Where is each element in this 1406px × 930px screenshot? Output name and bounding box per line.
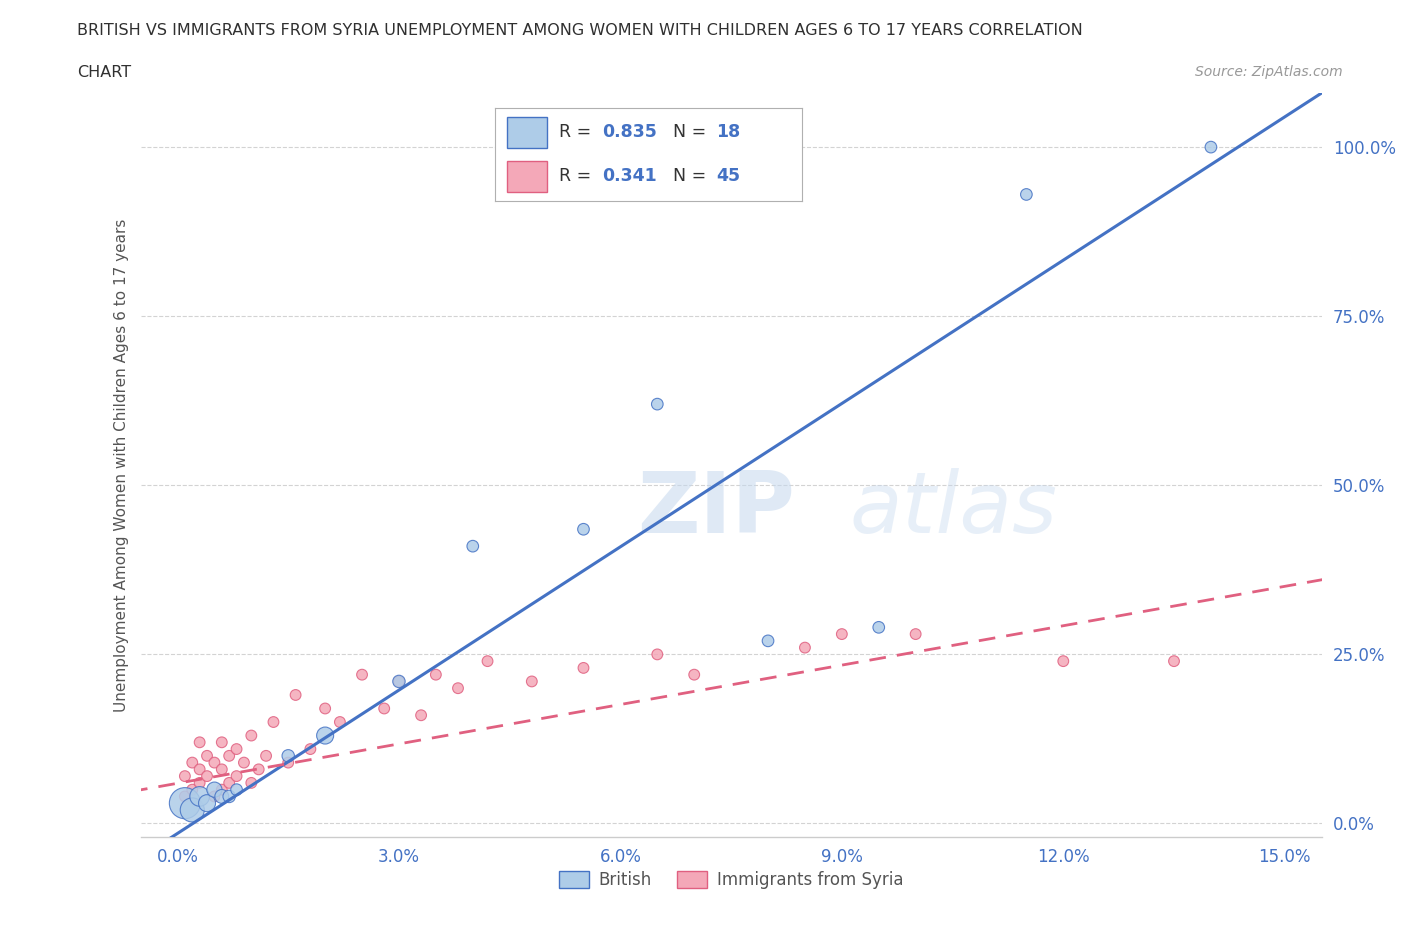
Point [572,522,595,537]
Point [211,782,233,797]
Point [373,701,395,716]
Point [1052,654,1074,669]
Point [174,789,197,804]
Text: atlas: atlas [849,468,1057,551]
Point [188,789,211,804]
Point [411,708,433,723]
Point [329,714,352,729]
Point [211,762,233,777]
Y-axis label: Unemployment Among Women with Children Ages 6 to 17 years: Unemployment Among Women with Children A… [114,219,129,711]
Text: Source: ZipAtlas.com: Source: ZipAtlas.com [1195,65,1343,79]
Point [225,769,247,784]
Point [254,749,277,764]
Point [211,789,233,804]
Point [218,749,240,764]
Text: ZIP: ZIP [637,468,794,551]
Point [218,789,240,804]
Point [188,735,211,750]
Point [388,674,411,689]
Point [211,735,233,750]
Point [352,667,374,682]
Point [461,538,484,553]
Point [314,701,336,716]
Point [868,620,890,635]
Point [240,776,263,790]
Point [284,687,307,702]
Point [520,674,543,689]
Point [1199,140,1222,154]
Point [195,749,218,764]
Point [683,667,706,682]
Legend: British, Immigrants from Syria: British, Immigrants from Syria [553,864,910,896]
Point [188,762,211,777]
Point [831,627,853,642]
Point [174,796,197,811]
Point [202,782,225,797]
Point [181,803,204,817]
Point [188,776,211,790]
Point [225,741,247,756]
Point [262,714,284,729]
Text: BRITISH VS IMMIGRANTS FROM SYRIA UNEMPLOYMENT AMONG WOMEN WITH CHILDREN AGES 6 T: BRITISH VS IMMIGRANTS FROM SYRIA UNEMPLO… [77,23,1083,38]
Point [195,796,218,811]
Point [299,741,322,756]
Point [232,755,256,770]
Point [174,769,197,784]
Point [181,782,204,797]
Point [572,660,595,675]
Point [314,728,336,743]
Point [756,633,779,648]
Point [218,776,240,790]
Point [477,654,499,669]
Point [202,789,225,804]
Point [202,755,225,770]
Point [904,627,927,642]
Point [1015,187,1038,202]
Point [388,674,411,689]
Point [277,749,299,764]
Point [447,681,470,696]
Text: CHART: CHART [77,65,131,80]
Point [181,755,204,770]
Point [647,397,669,412]
Point [225,782,247,797]
Point [195,769,218,784]
Point [647,647,669,662]
Point [1163,654,1185,669]
Point [425,667,447,682]
Point [277,755,299,770]
Point [793,640,815,655]
Point [240,728,263,743]
Point [247,762,270,777]
